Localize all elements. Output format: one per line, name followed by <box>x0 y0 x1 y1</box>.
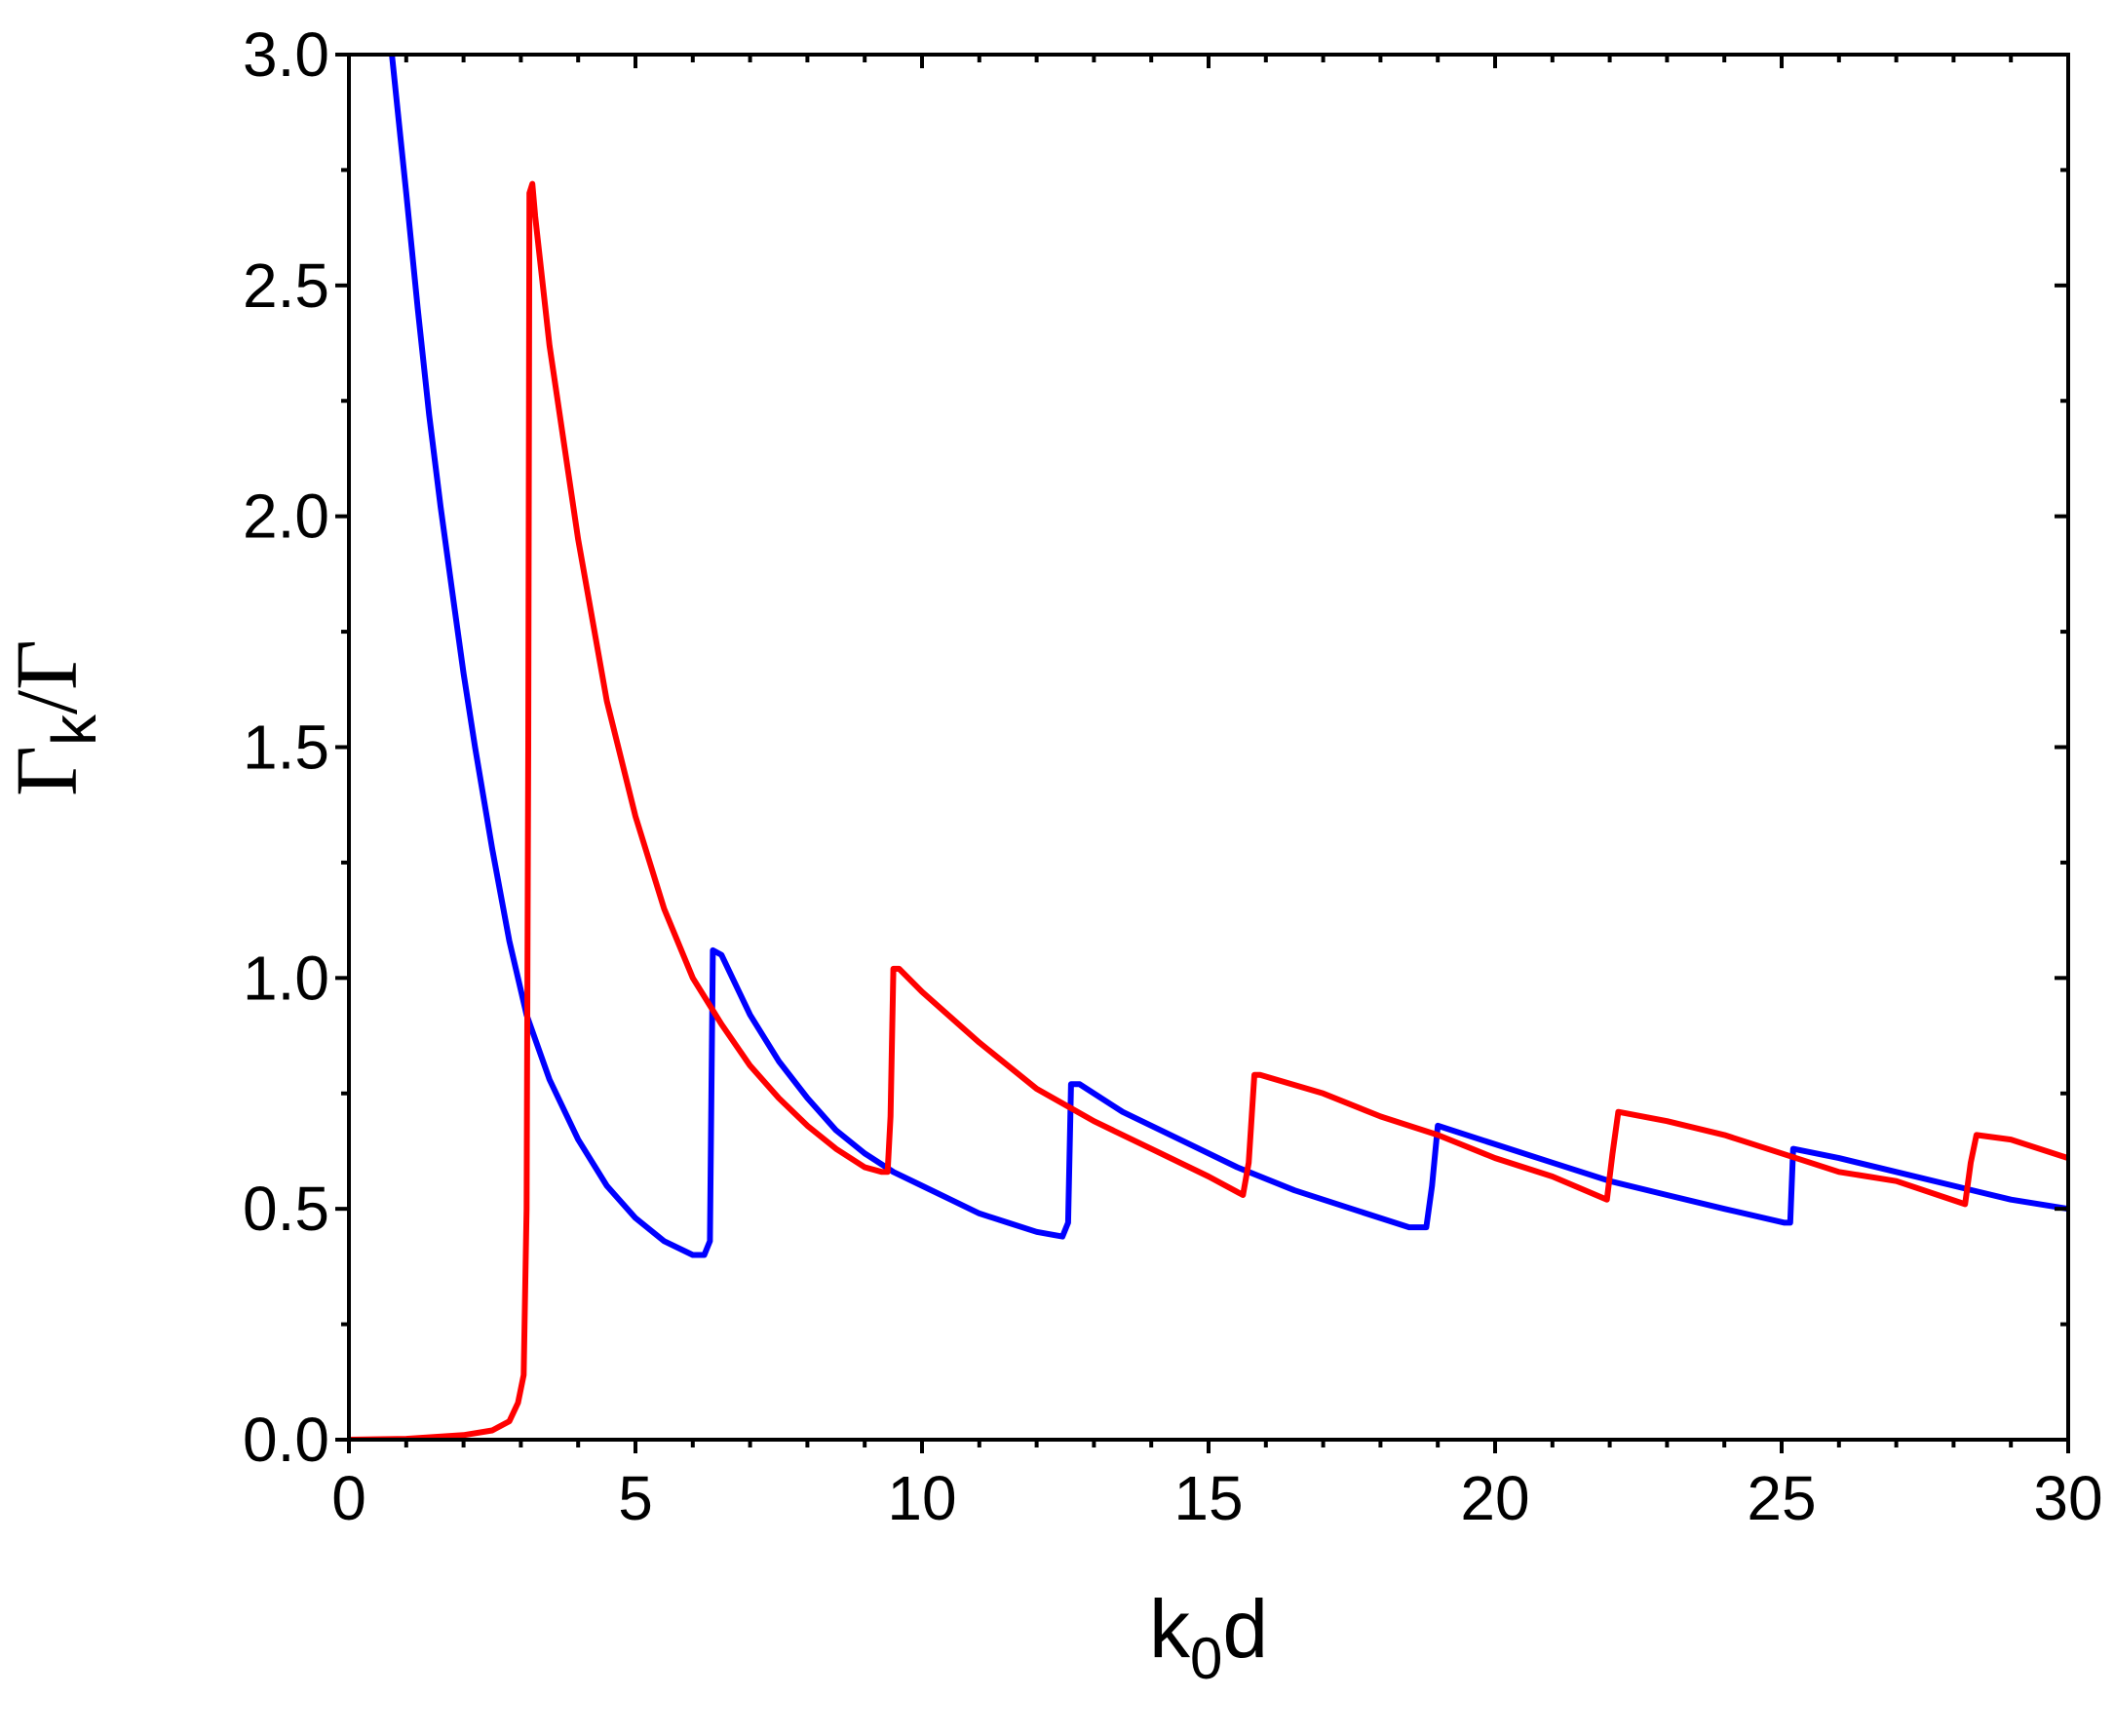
y-tick-label: 2.5 <box>243 251 329 321</box>
y-tick-label: 1.5 <box>243 713 329 783</box>
x-axis-title: k0d <box>1149 1583 1268 1691</box>
plot-frame <box>347 53 2070 1442</box>
y-tick-label: 0.0 <box>243 1405 329 1475</box>
x-tick-label: 20 <box>1460 1463 1529 1533</box>
x-tick-label: 10 <box>887 1463 956 1533</box>
axis-ticks <box>335 53 2070 1453</box>
x-tick-label: 30 <box>2033 1463 2102 1533</box>
y-tick-label: 3.0 <box>243 19 329 90</box>
x-tick-label: 0 <box>331 1463 366 1533</box>
y-tick-label: 1.0 <box>243 943 329 1013</box>
x-tick-label: 25 <box>1747 1463 1816 1533</box>
y-tick-label: 0.5 <box>243 1174 329 1244</box>
series-line-blue <box>389 55 2068 1258</box>
tick-labels: 0 5 10 15 20 25 30 0.0 0.5 1.0 1.5 2.0 2.5 3.0 <box>243 19 2103 1533</box>
x-tick-label: 15 <box>1173 1463 1243 1533</box>
x-tick-label: 5 <box>618 1463 653 1533</box>
series-line-red <box>349 180 2068 1440</box>
plot-marks <box>349 55 2068 1440</box>
y-axis-title: Γk/Γ <box>0 639 109 796</box>
y-tick-label: 2.0 <box>243 482 329 552</box>
